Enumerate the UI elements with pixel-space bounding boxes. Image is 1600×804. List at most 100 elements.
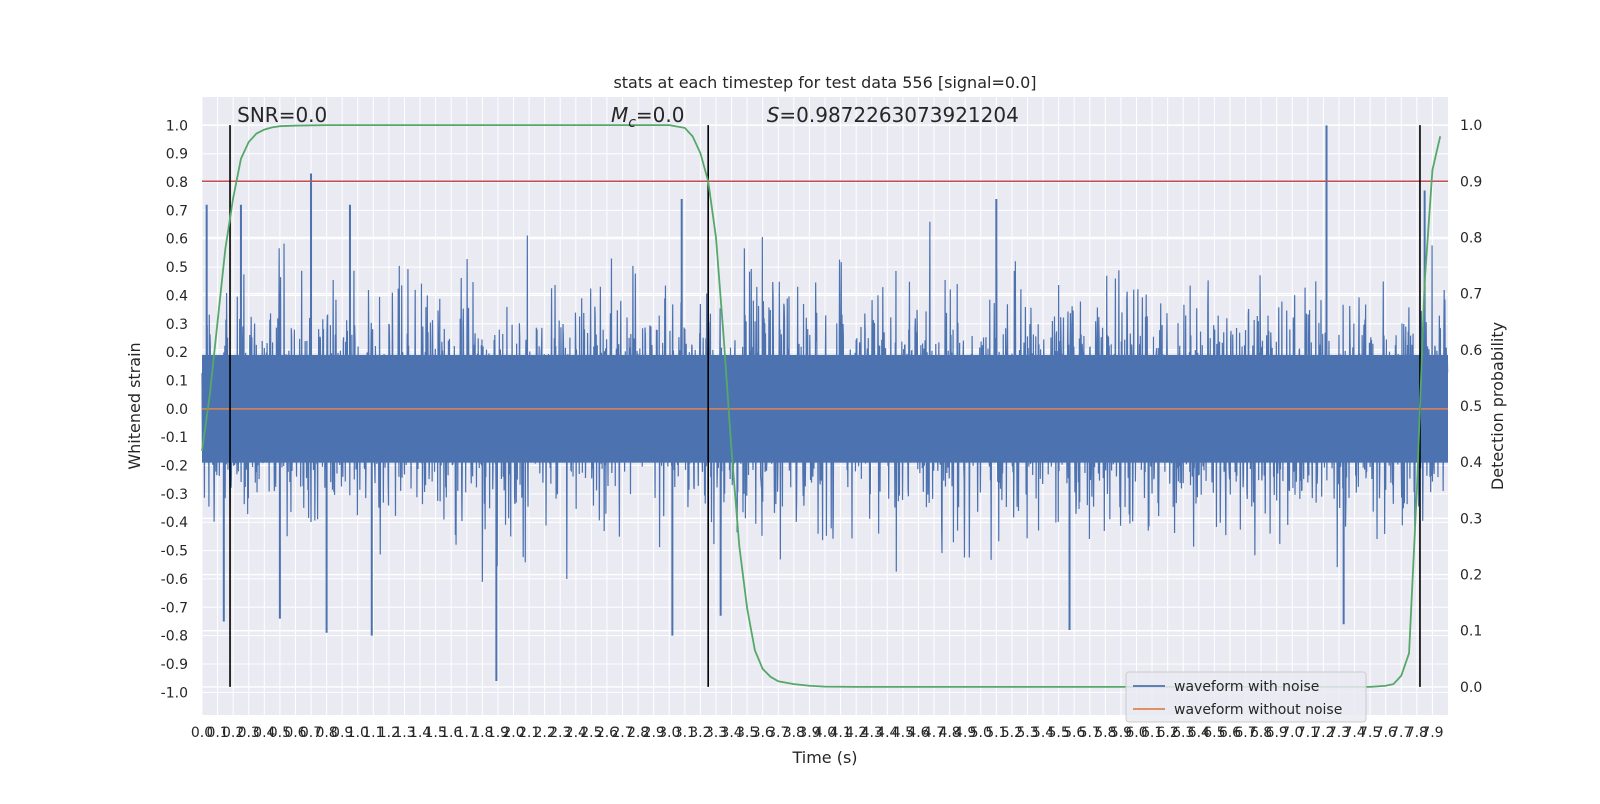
x-tick-label: 7.7 — [1390, 725, 1412, 741]
x-tick-label: 6.8 — [1250, 725, 1272, 741]
x-axis-label: Time (s) — [791, 748, 857, 767]
legend-label: waveform with noise — [1174, 679, 1319, 695]
x-tick-label: 6.4 — [1188, 725, 1210, 741]
series-detection-probability — [201, 124, 1442, 688]
overlay-lines — [201, 124, 1448, 688]
y-tick-label-left: -1.0 — [161, 685, 188, 701]
y-tick-label-left: 0.6 — [166, 232, 188, 248]
y-tick-label-left: -0.2 — [161, 459, 188, 475]
x-tick-label: 0.2 — [222, 725, 244, 741]
x-tick-label: 3.1 — [674, 725, 696, 741]
y-axis-right-label: Detection probability — [1488, 322, 1507, 490]
x-tick-label: 5.6 — [1063, 725, 1085, 741]
x-tick-label: 1.2 — [378, 725, 400, 741]
y-tick-label-left: -0.7 — [161, 600, 188, 616]
x-tick-label: 0.5 — [269, 725, 291, 741]
x-tick-label: 0.0 — [191, 725, 213, 741]
y-tick-label-left: 0.3 — [166, 317, 188, 333]
x-tick-label: 0.4 — [253, 725, 275, 741]
x-tick-label: 2.4 — [565, 725, 587, 741]
x-tick-label: 5.5 — [1047, 725, 1069, 741]
x-tick-label: 4.2 — [845, 725, 867, 741]
chart-title: stats at each timestep for test data 556… — [613, 73, 1036, 92]
y-tick-label-right: 0.0 — [1460, 680, 1482, 696]
x-tick-label: 1.6 — [440, 725, 462, 741]
x-tick-label: 2.2 — [534, 725, 556, 741]
annotation-text: Mc=0.0 — [611, 103, 685, 131]
y-tick-label-left: -0.4 — [161, 515, 188, 531]
x-tick-label: 4.1 — [829, 725, 851, 741]
x-tick-label: 7.6 — [1375, 725, 1397, 741]
x-tick-label: 0.8 — [315, 725, 337, 741]
y-tick-label-left: 0.4 — [166, 288, 188, 304]
y-tick-label-left: -0.5 — [161, 544, 188, 560]
x-tick-label: 6.2 — [1157, 725, 1179, 741]
y-axis-left-label: Whitened strain — [125, 342, 144, 469]
x-tick-label: 2.3 — [549, 725, 571, 741]
x-tick-label: 1.5 — [424, 725, 446, 741]
legend-box — [1125, 671, 1367, 723]
y-tick-label-left: 0.7 — [166, 203, 188, 219]
x-tick-label: 2.6 — [596, 725, 618, 741]
x-tick-label: 2.9 — [643, 725, 665, 741]
y-tick-label-right: 0.8 — [1460, 230, 1482, 246]
annotation-text: S=0.9872263073921204 — [767, 103, 1019, 127]
x-tick-label: 7.0 — [1281, 725, 1303, 741]
x-tick-label: 7.1 — [1297, 725, 1319, 741]
annotation-text: SNR=0.0 — [237, 103, 327, 127]
y-tick-label-left: -0.8 — [161, 629, 188, 645]
x-tick-label: 7.4 — [1343, 725, 1365, 741]
x-tick-label: 1.3 — [393, 725, 415, 741]
x-tick-label: 0.1 — [206, 725, 228, 741]
x-tick-label: 1.0 — [347, 725, 369, 741]
x-tick-label: 0.6 — [284, 725, 306, 741]
x-tick-label: 6.3 — [1172, 725, 1194, 741]
x-tick-label: 3.4 — [720, 725, 742, 741]
x-tick-label: 7.3 — [1328, 725, 1350, 741]
x-tick-label: 6.5 — [1203, 725, 1225, 741]
x-tick-label: 7.5 — [1359, 725, 1381, 741]
y-tick-label-right: 1.0 — [1460, 118, 1482, 134]
x-tick-label: 0.9 — [331, 725, 353, 741]
x-tick-label: 4.4 — [876, 725, 898, 741]
x-tick-label: 1.1 — [362, 725, 384, 741]
x-tick-label: 2.7 — [611, 725, 633, 741]
x-tick-label: 1.4 — [409, 725, 431, 741]
y-tick-label-left: 0.0 — [166, 402, 188, 418]
y-tick-label-right: 0.2 — [1460, 568, 1482, 584]
y-tick-label-left: 0.8 — [166, 175, 188, 191]
y-tick-label-left: -0.9 — [161, 657, 188, 673]
y-tick-label-right: 0.5 — [1460, 399, 1482, 415]
x-tick-label: 6.0 — [1125, 725, 1147, 741]
x-tick-label: 4.7 — [923, 725, 945, 741]
y-tick-label-left: 1.0 — [166, 118, 188, 134]
x-tick-label: 6.9 — [1266, 725, 1288, 741]
axis-ticks: 0.00.10.20.30.40.50.60.70.80.91.01.11.21… — [161, 118, 1483, 741]
x-tick-label: 0.7 — [300, 725, 322, 741]
x-tick-label: 1.8 — [471, 725, 493, 741]
x-tick-label: 3.6 — [752, 725, 774, 741]
x-tick-label: 3.5 — [736, 725, 758, 741]
x-tick-label: 4.6 — [907, 725, 929, 741]
x-tick-label: 4.0 — [814, 725, 836, 741]
x-tick-label: 5.4 — [1032, 725, 1054, 741]
x-tick-label: 2.1 — [518, 725, 540, 741]
x-tick-label: 3.9 — [798, 725, 820, 741]
y-tick-label-right: 0.1 — [1460, 624, 1482, 640]
x-tick-label: 7.2 — [1312, 725, 1334, 741]
x-tick-label: 4.5 — [892, 725, 914, 741]
y-tick-label-right: 0.9 — [1460, 174, 1482, 190]
x-tick-label: 3.7 — [767, 725, 789, 741]
y-tick-label-left: 0.5 — [166, 260, 188, 276]
x-tick-label: 2.5 — [580, 725, 602, 741]
x-tick-label: 5.2 — [1001, 725, 1023, 741]
x-tick-label: 3.3 — [705, 725, 727, 741]
x-tick-label: 5.0 — [970, 725, 992, 741]
legend: waveform with noise waveform without nois… — [1125, 671, 1367, 723]
x-tick-label: 6.6 — [1219, 725, 1241, 741]
x-tick-label: 0.3 — [238, 725, 260, 741]
x-tick-label: 4.9 — [954, 725, 976, 741]
y-tick-label-right: 0.3 — [1460, 511, 1482, 527]
